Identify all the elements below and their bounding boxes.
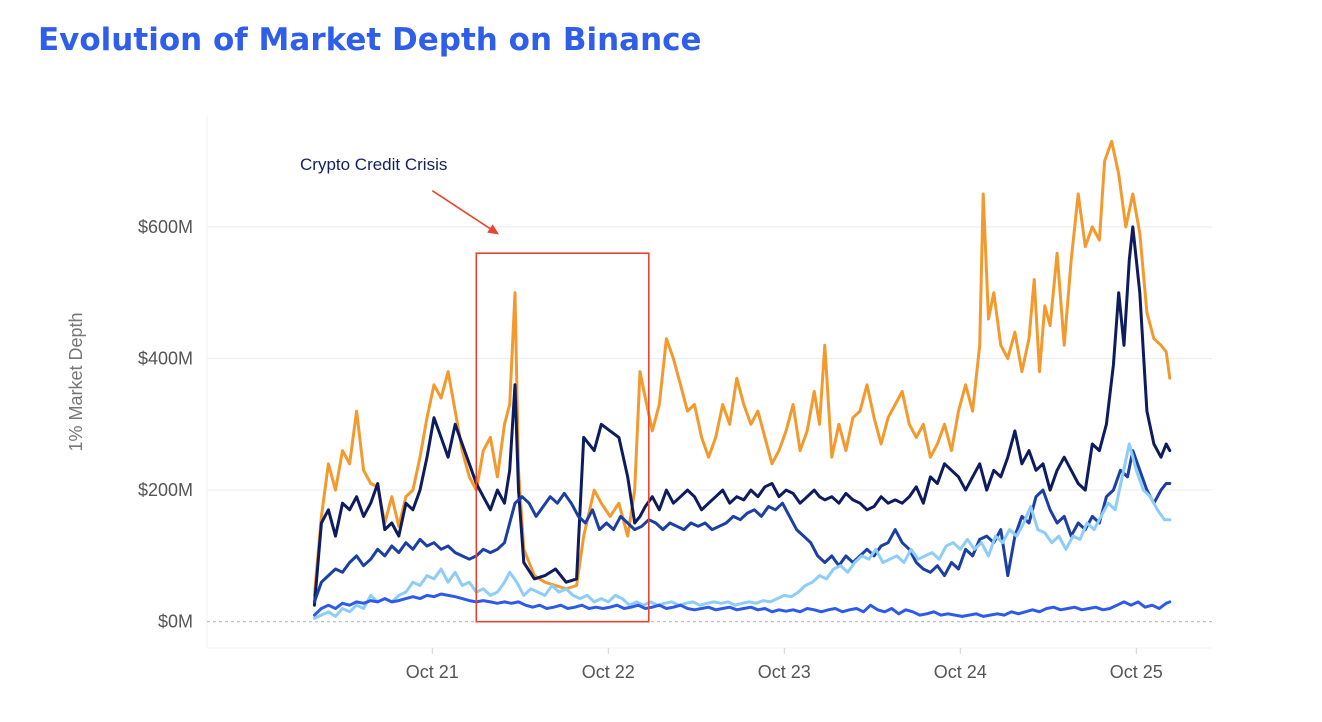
x-axis-ticks: Oct 21 Oct 22 Oct 23 Oct 24 Oct 25: [406, 648, 1163, 682]
series-line-4: [312, 442, 1172, 620]
series-line-5: [312, 592, 1172, 618]
x-tick-label: Oct 22: [582, 662, 635, 682]
y-tick-label: $200M: [138, 480, 193, 500]
x-tick-label: Oct 24: [934, 662, 987, 682]
crisis-annotation-label: Crypto Credit Crisis: [300, 155, 447, 174]
x-tick-label: Oct 25: [1110, 662, 1163, 682]
x-tick-label: Oct 21: [406, 662, 459, 682]
page-title: Evolution of Market Depth on Binance: [38, 22, 702, 58]
series-line-2: [312, 225, 1172, 607]
plot-frame: [206, 115, 1212, 649]
y-tick-label: $600M: [138, 217, 193, 237]
annotation-group: Crypto Credit Crisis: [300, 155, 650, 623]
crisis-highlight-box: [475, 252, 650, 623]
y-tick-label: $0M: [158, 612, 193, 632]
series-group: [312, 139, 1172, 620]
crisis-arrow: [431, 190, 500, 235]
y-axis-label: 1% Market Depth: [66, 312, 86, 451]
series-line-1: [312, 139, 1172, 597]
y-axis-ticks: $0M $200M $400M $600M: [138, 217, 193, 632]
y-tick-label: $400M: [138, 348, 193, 368]
series-line-3: [312, 449, 1172, 604]
x-tick-label: Oct 23: [758, 662, 811, 682]
